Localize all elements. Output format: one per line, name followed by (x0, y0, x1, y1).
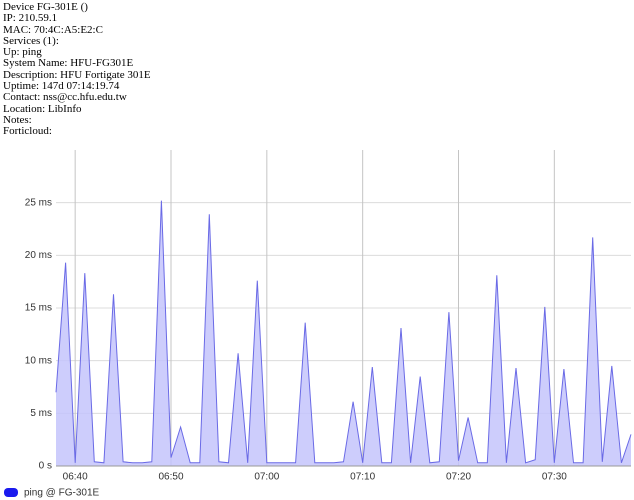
legend-label: ping @ FG-301E (24, 488, 100, 499)
x-tick-label: 07:20 (446, 472, 471, 483)
info-line: Device FG-301E () (3, 1, 88, 13)
area-fill (56, 200, 631, 466)
x-tick-label: 07:10 (350, 472, 375, 483)
info-line: Description: HFU Fortigate 301E (3, 68, 151, 81)
x-tick-label: 07:00 (254, 472, 279, 483)
y-tick-label: 5 ms (30, 408, 52, 419)
legend-swatch (4, 488, 18, 497)
device-info: Device FG-301E () IP: 210.59.1 MAC: 70:4C:… (3, 1, 151, 138)
y-tick-label: 15 ms (25, 303, 52, 314)
x-tick-label: 07:30 (542, 472, 567, 483)
info-line: Notes: (3, 113, 32, 126)
info-line: Uptime: 147d 07:14:19.74 (3, 80, 120, 93)
area-line (55, 200, 632, 464)
y-tick-label: 20 ms (25, 250, 52, 261)
info-line: Services (1): (3, 34, 59, 47)
info-line: Forticloud: (3, 125, 52, 138)
info-line: Location: LibInfo (3, 102, 82, 115)
y-tick-label: 10 ms (25, 355, 52, 366)
info-line: Contact: nss@cc.hfu.edu.tw (3, 91, 127, 104)
y-tick-label: 0 s (39, 461, 52, 472)
x-tick-label: 06:50 (158, 472, 183, 483)
info-line: Up: ping (3, 46, 42, 59)
x-tick-label: 06:40 (63, 472, 88, 483)
y-tick-label: 25 ms (25, 197, 52, 208)
info-line: MAC: 70:4C:A5:E2:C (3, 23, 103, 36)
info-line: IP: 210.59.1 (3, 12, 58, 25)
info-line: System Name: HFU-FG301E (3, 57, 134, 70)
